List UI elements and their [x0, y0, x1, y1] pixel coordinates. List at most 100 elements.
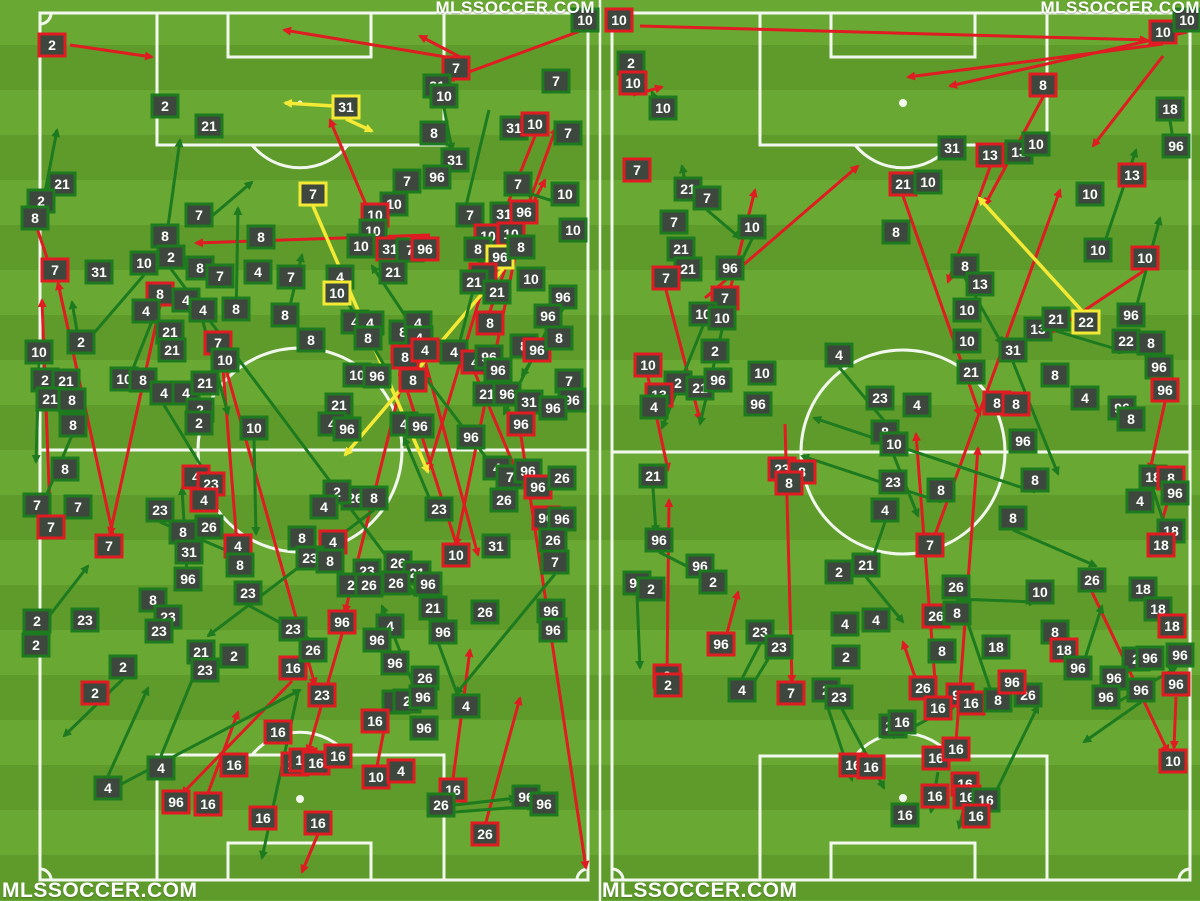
- player-marker: 18: [1146, 532, 1176, 558]
- svg-text:16: 16: [330, 748, 346, 764]
- svg-text:96: 96: [387, 655, 403, 671]
- svg-text:8: 8: [149, 592, 157, 608]
- svg-text:8: 8: [937, 482, 945, 498]
- svg-text:96: 96: [545, 622, 561, 638]
- player-marker: 8: [1020, 467, 1050, 493]
- player-marker: 10: [129, 250, 159, 276]
- svg-text:7: 7: [74, 499, 82, 515]
- player-marker: 8: [774, 470, 804, 496]
- svg-text:10: 10: [1155, 24, 1171, 40]
- player-marker: 8: [1040, 362, 1070, 388]
- player-marker: 10: [913, 169, 943, 195]
- svg-text:21: 21: [673, 241, 689, 257]
- svg-text:7: 7: [47, 519, 55, 535]
- player-marker: 96: [1091, 684, 1121, 710]
- svg-text:31: 31: [447, 152, 463, 168]
- player-marker: 7: [392, 168, 422, 194]
- svg-text:96: 96: [545, 400, 561, 416]
- watermark-bottom-right-pitch: MLSSOCCER.COM: [602, 879, 798, 901]
- player-marker: 26: [470, 599, 500, 625]
- svg-text:23: 23: [285, 621, 301, 637]
- svg-text:10: 10: [368, 769, 384, 785]
- svg-text:10: 10: [527, 116, 543, 132]
- svg-text:2: 2: [627, 55, 635, 71]
- svg-text:31: 31: [91, 264, 107, 280]
- svg-text:4: 4: [328, 416, 336, 432]
- player-marker: 7: [915, 532, 945, 558]
- pass-arrow: [86, 274, 146, 342]
- svg-text:26: 26: [554, 470, 570, 486]
- svg-text:10: 10: [1165, 753, 1181, 769]
- svg-text:10: 10: [655, 100, 671, 116]
- svg-text:2: 2: [333, 484, 341, 500]
- svg-text:18: 18: [1135, 581, 1151, 597]
- player-marker: 2: [22, 608, 52, 634]
- player-marker: 8: [270, 302, 300, 328]
- svg-text:13: 13: [972, 276, 988, 292]
- svg-text:96: 96: [429, 169, 445, 185]
- svg-text:7: 7: [633, 162, 641, 178]
- player-marker: 10: [747, 360, 777, 386]
- svg-text:21: 21: [197, 375, 213, 391]
- svg-text:31: 31: [488, 538, 504, 554]
- svg-text:96: 96: [713, 636, 729, 652]
- svg-text:16: 16: [310, 815, 326, 831]
- svg-text:31: 31: [338, 99, 354, 115]
- svg-text:7: 7: [452, 60, 460, 76]
- player-marker: 4: [861, 607, 891, 633]
- svg-text:10: 10: [217, 352, 233, 368]
- watermark-bottom-left-pitch: MLSSOCCER.COM: [2, 879, 198, 901]
- svg-text:10: 10: [611, 12, 627, 28]
- svg-text:7: 7: [564, 125, 572, 141]
- svg-text:96: 96: [1123, 307, 1139, 323]
- svg-text:7: 7: [565, 373, 573, 389]
- svg-text:7: 7: [214, 335, 222, 351]
- svg-text:13: 13: [982, 147, 998, 163]
- svg-text:31: 31: [944, 140, 960, 156]
- player-marker: 8: [58, 412, 88, 438]
- player-marker: 2: [21, 632, 51, 658]
- player-marker: 96: [1116, 302, 1146, 328]
- svg-text:16: 16: [200, 796, 216, 812]
- svg-text:16: 16: [367, 713, 383, 729]
- player-marker: 4: [131, 298, 161, 324]
- svg-text:8: 8: [61, 461, 69, 477]
- svg-text:96: 96: [490, 362, 506, 378]
- svg-text:96: 96: [536, 796, 552, 812]
- player-marker: 10: [952, 328, 982, 354]
- svg-text:7: 7: [670, 214, 678, 230]
- svg-text:8: 8: [196, 260, 204, 276]
- pass-arrow: [462, 109, 491, 212]
- svg-text:8: 8: [401, 349, 409, 365]
- svg-text:96: 96: [1133, 682, 1149, 698]
- player-marker: 21: [157, 337, 187, 363]
- svg-text:96: 96: [435, 624, 451, 640]
- svg-text:7: 7: [309, 186, 317, 202]
- player-marker: 10: [429, 83, 459, 109]
- player-marker: 10: [1148, 19, 1178, 45]
- svg-text:8: 8: [1051, 367, 1059, 383]
- pass-arrow: [1082, 700, 1142, 744]
- pass-arrow: [1169, 696, 1179, 750]
- player-marker: 26: [470, 821, 500, 847]
- player-marker: 7: [184, 202, 214, 228]
- player-marker: 8: [398, 367, 428, 393]
- svg-text:18: 18: [988, 639, 1004, 655]
- svg-text:96: 96: [529, 342, 545, 358]
- player-marker: 2: [653, 672, 683, 698]
- player-marker: 7: [776, 680, 806, 706]
- svg-text:16: 16: [226, 757, 242, 773]
- svg-text:10: 10: [1028, 136, 1044, 152]
- player-marker: 4: [146, 755, 176, 781]
- player-marker: 18: [981, 634, 1011, 660]
- svg-text:8: 8: [298, 530, 306, 546]
- svg-text:13: 13: [1124, 167, 1140, 183]
- player-marker: 96: [644, 527, 674, 553]
- svg-text:16: 16: [308, 755, 324, 771]
- svg-text:10: 10: [714, 310, 730, 326]
- svg-text:8: 8: [1039, 77, 1047, 93]
- svg-text:16: 16: [927, 788, 943, 804]
- pass-arrow: [933, 188, 1062, 536]
- player-marker: 8: [57, 387, 87, 413]
- svg-text:21: 21: [331, 397, 347, 413]
